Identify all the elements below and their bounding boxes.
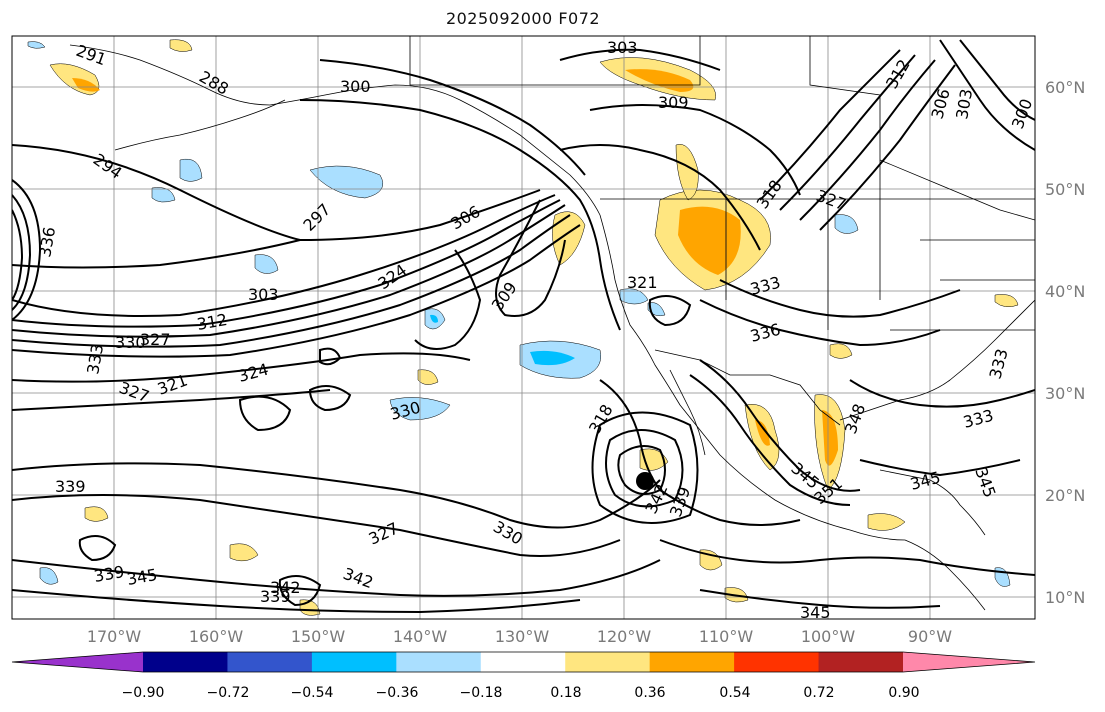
latitude-labels: 60°N 50°N 40°N 30°N 20°N 10°N [1045,78,1085,607]
contour-label: 339 [55,477,86,496]
contour-label: 345 [800,603,831,622]
colorbar-tick-label: −0.90 [122,685,165,701]
lat-label: 40°N [1045,282,1085,301]
lon-label: 100°W [801,627,856,646]
colorbar: −0.90 −0.72 −0.54 −0.36 −0.18 0.18 0.36 … [11,651,1036,701]
lon-label: 150°W [291,627,346,646]
colorbar-tick-label: 0.90 [888,685,919,701]
lon-label: 90°W [908,627,952,646]
contour-lines [12,39,1035,614]
colorbar-tick-label: −0.54 [291,685,334,701]
lon-label: 130°W [495,627,550,646]
storm-center-marker [636,472,654,490]
colorbar-segment [396,652,482,672]
map-background [12,36,1035,619]
contour-label: 309 [658,93,689,112]
map-title: 2025092000 F072 [445,9,601,28]
colorbar-outline [11,651,1036,673]
map-frame [11,35,1036,620]
lat-label: 30°N [1045,384,1085,403]
colorbar-extend-low [12,652,143,672]
lon-label: 170°W [87,627,142,646]
colorbar-segment [734,652,820,672]
colorbar-extend-high [903,652,1035,672]
colorbar-segment [818,652,904,672]
colorbar-tick-label: −0.36 [376,685,419,701]
contour-label: 330 [115,333,146,352]
contour-label: 342 [270,578,301,597]
colorbar-segment [311,652,397,672]
longitude-labels: 170°W 160°W 150°W 140°W 130°W 120°W 110°… [87,627,952,646]
colorbar-segment [565,652,651,672]
coastlines [69,36,1035,611]
shaded-anomaly-layer [27,39,1019,616]
contour-label: 327 [140,330,171,349]
colorbar-tick-label: 0.54 [719,685,750,701]
colorbar-segment [143,652,228,672]
contour-label: 339 [260,587,291,606]
lon-label: 120°W [597,627,652,646]
colorbar-segments [12,652,1035,672]
colorbar-tick-label: −0.72 [207,685,250,701]
contour-label: 303 [607,38,638,57]
lat-label: 10°N [1045,588,1085,607]
lon-label: 160°W [189,627,244,646]
colorbar-segment [480,652,566,672]
lat-label: 50°N [1045,180,1085,199]
contour-label: 321 [627,273,658,292]
colorbar-segment [227,652,313,672]
lat-label: 20°N [1045,486,1085,505]
lon-label: 110°W [699,627,754,646]
colorbar-tick-label: 0.36 [634,685,665,701]
contour-label: 300 [340,77,371,96]
colorbar-segment [649,652,735,672]
lon-label: 140°W [393,627,448,646]
lat-label: 60°N [1045,78,1085,97]
contour-label: 303 [248,285,279,304]
colorbar-tick-label: −0.18 [460,685,503,701]
colorbar-tick-label: 0.18 [550,685,581,701]
colorbar-tick-label: 0.72 [803,685,834,701]
colorbar-tick-labels: −0.90 −0.72 −0.54 −0.36 −0.18 0.18 0.36 … [122,685,920,701]
